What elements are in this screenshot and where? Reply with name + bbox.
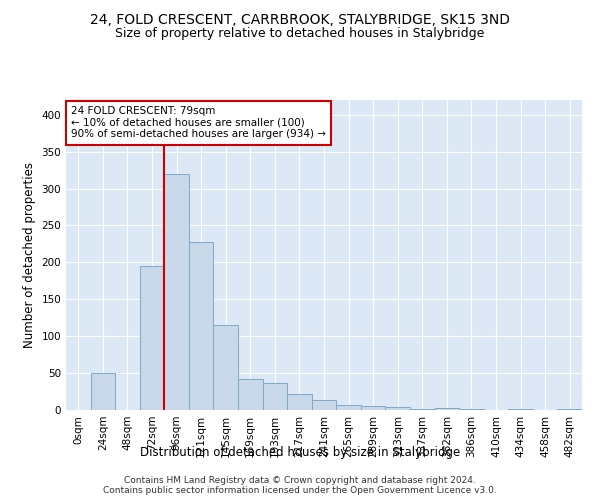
Bar xyxy=(91,373,115,410)
Bar xyxy=(214,325,238,410)
Bar xyxy=(238,379,263,410)
Bar xyxy=(189,242,214,410)
Bar xyxy=(164,174,189,410)
Bar xyxy=(434,408,459,410)
Bar xyxy=(459,408,484,410)
Text: 24 FOLD CRESCENT: 79sqm
← 10% of detached houses are smaller (100)
90% of semi-d: 24 FOLD CRESCENT: 79sqm ← 10% of detache… xyxy=(71,106,326,140)
Bar xyxy=(361,406,385,410)
Text: Contains HM Land Registry data © Crown copyright and database right 2024.
Contai: Contains HM Land Registry data © Crown c… xyxy=(103,476,497,495)
Bar xyxy=(140,266,164,410)
Text: Size of property relative to detached houses in Stalybridge: Size of property relative to detached ho… xyxy=(115,28,485,40)
Bar xyxy=(336,405,361,410)
Bar xyxy=(312,400,336,410)
Y-axis label: Number of detached properties: Number of detached properties xyxy=(23,162,36,348)
Bar xyxy=(287,394,312,410)
Bar xyxy=(410,408,434,410)
Bar xyxy=(263,382,287,410)
Text: Distribution of detached houses by size in Stalybridge: Distribution of detached houses by size … xyxy=(140,446,460,459)
Bar xyxy=(385,407,410,410)
Text: 24, FOLD CRESCENT, CARRBROOK, STALYBRIDGE, SK15 3ND: 24, FOLD CRESCENT, CARRBROOK, STALYBRIDG… xyxy=(90,12,510,26)
